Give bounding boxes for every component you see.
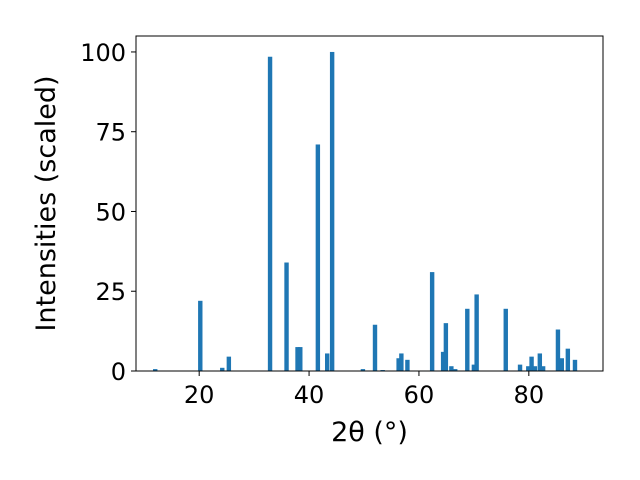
x-tick-label: 40	[294, 381, 325, 409]
bar	[503, 308, 508, 371]
bar	[453, 369, 458, 371]
x-axis-label: 2θ (°)	[331, 417, 408, 448]
y-tick-label: 0	[111, 358, 126, 386]
y-axis-label: Intensities (scaled)	[31, 75, 62, 331]
bar	[429, 272, 435, 371]
x-axis-ticks: 20 40 60 80	[184, 371, 544, 409]
bar	[360, 369, 366, 371]
bar	[372, 324, 378, 371]
bar	[440, 351, 446, 371]
bar	[572, 359, 578, 371]
bar	[529, 356, 534, 371]
bar	[443, 323, 449, 371]
y-tick-label: 50	[95, 198, 126, 226]
bar	[517, 364, 523, 371]
bar	[559, 358, 564, 371]
bar	[526, 366, 531, 371]
bar	[284, 262, 289, 371]
bar	[565, 348, 571, 371]
bar	[474, 294, 479, 371]
y-tick-label: 25	[95, 278, 126, 306]
bars-group	[153, 51, 578, 372]
bar	[226, 356, 232, 371]
bar	[295, 347, 300, 371]
bar	[329, 51, 335, 371]
x-tick-label: 60	[404, 381, 435, 409]
bar	[298, 347, 303, 371]
bar	[153, 369, 158, 371]
plot-frame	[135, 35, 604, 372]
bar	[540, 366, 546, 371]
x-tick-label: 20	[184, 381, 215, 409]
bar	[315, 144, 321, 371]
bar	[465, 308, 470, 371]
bar	[537, 353, 543, 371]
x-tick-label: 80	[514, 381, 545, 409]
bar	[532, 366, 538, 371]
bar	[220, 367, 225, 371]
bar	[449, 366, 454, 371]
bar	[471, 364, 477, 371]
bar	[396, 358, 401, 371]
y-tick-label: 75	[95, 119, 126, 147]
y-axis-ticks: 0 25 50 75 100	[80, 39, 136, 386]
bar	[198, 300, 203, 371]
bar	[267, 56, 273, 372]
y-tick-label: 100	[80, 39, 126, 67]
bar	[405, 359, 410, 371]
bar	[555, 329, 561, 371]
bar	[399, 353, 404, 371]
bar	[325, 353, 330, 371]
